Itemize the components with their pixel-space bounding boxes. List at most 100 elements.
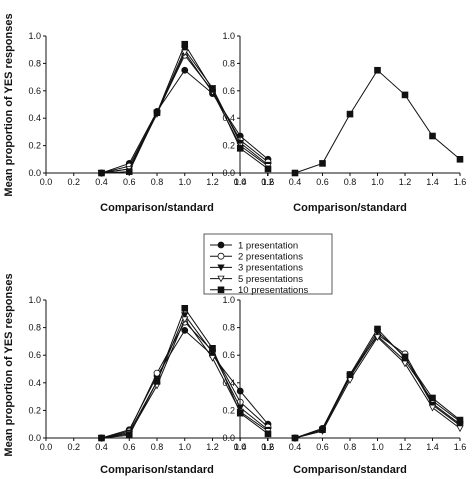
legend-item-3-presentations: 3 presentations	[210, 263, 303, 274]
series-5-presentations	[291, 334, 464, 442]
chart-panel-bottom-left: 0.0 0.2 0.4 0.6 0.8 1.0 0.0 0.2 0.4 0.6 0.8 1.0 1.2 1…	[28, 295, 274, 476]
legend-marker	[217, 286, 225, 294]
data-point	[153, 378, 161, 385]
x-tick-label: 0.2	[261, 442, 274, 452]
data-point	[181, 316, 189, 324]
legend-marker	[217, 264, 225, 272]
y-tick-label: 0.2	[28, 141, 41, 151]
legend-marker	[217, 252, 225, 260]
data-point	[181, 49, 189, 57]
y-tick-label: 0.0	[222, 433, 235, 443]
x-tick-label: 0.6	[316, 442, 329, 452]
legend-label: 1 presentation	[238, 240, 298, 251]
data-point	[401, 91, 409, 99]
x-tick-label: 1.6	[454, 442, 467, 452]
series-line	[101, 321, 269, 439]
legend-item-1-presentation: 1 presentation	[210, 240, 298, 251]
x-tick-label: 0.4	[95, 177, 108, 187]
x-tick-label: 0.2	[67, 177, 80, 187]
data-point	[291, 169, 299, 177]
x-tick-label: 0.4	[289, 177, 302, 187]
x-tick-label: 1.6	[262, 442, 275, 452]
x-tick-label: 0.0	[234, 177, 247, 187]
x-tick-label: 1.2	[399, 442, 412, 452]
x-tick-label: 1.0	[178, 177, 191, 187]
data-point	[291, 434, 299, 442]
y-tick-label: 0.0	[28, 168, 41, 178]
y-tick-label: 0.6	[222, 350, 235, 360]
x-tick-label: 1.0	[371, 442, 384, 452]
legend-label: 2 presentations	[238, 252, 303, 263]
legend-item-2-presentations: 2 presentations	[210, 252, 303, 263]
legend-item-5-presentations: 5 presentations	[210, 274, 303, 285]
series-10-presentations	[98, 304, 272, 442]
legend-marker	[217, 275, 225, 283]
y-tick-label: 0.8	[222, 323, 235, 333]
y-tick-label: 0.8	[28, 323, 41, 333]
data-point	[264, 165, 272, 173]
x-axis-title: Comparison/standard	[293, 202, 407, 214]
y-axis-label-top: Mean proportion of YES responses	[3, 13, 15, 196]
data-point	[181, 304, 189, 312]
y-tick-label: 1.0	[222, 31, 235, 41]
x-tick-label: 0.4	[289, 442, 302, 452]
data-point	[181, 66, 189, 74]
series-line	[294, 69, 461, 174]
x-tick-label: 0.8	[344, 177, 357, 187]
series-line	[294, 330, 461, 439]
x-tick-label: 0.6	[123, 177, 136, 187]
data-point	[98, 169, 105, 177]
series-2-presentations	[98, 318, 272, 442]
x-tick-label: 1.2	[206, 177, 219, 187]
x-tick-label: 0.6	[316, 177, 329, 187]
y-tick-label: 0.4	[28, 378, 41, 388]
data-point	[319, 160, 326, 167]
x-tick-label: 0.2	[261, 177, 274, 187]
y-axis-label-bottom: Mean proportion of YES responses	[3, 273, 15, 456]
data-point	[374, 66, 381, 74]
x-tick-label: 1.4	[234, 177, 247, 187]
series-2-presentations	[291, 331, 464, 442]
data-point	[209, 86, 216, 93]
x-axis-title: Comparison/standard	[100, 202, 214, 214]
series-10-presentations	[291, 325, 464, 442]
x-tick-label: 0.8	[151, 442, 164, 452]
data-point	[181, 40, 189, 48]
series-1-presentation	[291, 332, 464, 442]
legend-label: 5 presentations	[238, 274, 303, 285]
legend-marker	[217, 241, 225, 249]
x-tick-label: 1.4	[426, 177, 439, 187]
x-tick-label: 1.2	[206, 442, 219, 452]
data-point	[374, 325, 381, 333]
series-line	[101, 69, 269, 174]
x-tick-label: 0.0	[40, 442, 53, 452]
data-point	[208, 355, 217, 362]
data-point	[98, 434, 105, 442]
data-point	[428, 404, 437, 412]
y-tick-label: 0.0	[222, 168, 235, 178]
series-1-presentation	[98, 66, 272, 177]
x-tick-label: 0.0	[234, 442, 247, 452]
x-tick-label: 0.2	[67, 442, 80, 452]
data-point	[346, 110, 354, 118]
series-line	[294, 328, 461, 439]
y-tick-label: 0.4	[28, 113, 41, 123]
legend-label: 3 presentations	[238, 263, 303, 274]
legend-box	[203, 233, 333, 295]
data-point	[429, 132, 436, 140]
series-line	[101, 329, 269, 439]
series-line	[101, 43, 269, 174]
chart-panel-top-right: 0.0 0.2 0.4 0.6 0.8 1.0 0.0 0.2 0.4 0.6 0.8 1.0 1.2 1…	[222, 31, 466, 214]
data-point	[429, 394, 436, 402]
x-axis-title: Comparison/standard	[293, 464, 407, 476]
data-point	[181, 312, 189, 320]
data-point	[209, 344, 216, 352]
y-tick-label: 0.2	[222, 141, 235, 151]
data-point	[181, 326, 189, 334]
y-tick-label: 0.4	[222, 113, 235, 123]
y-tick-label: 0.0	[28, 433, 41, 443]
x-tick-label: 0.8	[344, 442, 357, 452]
data-point	[401, 354, 409, 362]
